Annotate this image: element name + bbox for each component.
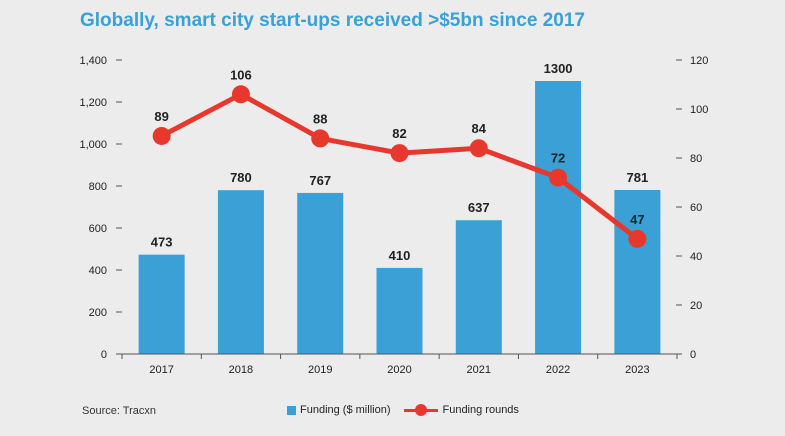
left-tick-label: 200: [89, 307, 107, 319]
bar-value-label: 767: [309, 173, 331, 188]
bar-2019: [297, 192, 344, 354]
bar-2017: [138, 254, 185, 354]
bar-2021: [455, 220, 502, 354]
x-tick-label: 2023: [625, 364, 649, 376]
line-point-2018: [231, 85, 250, 104]
right-y-axis: 0 20 40 60 80 100 120: [676, 55, 708, 361]
line-value-label: 88: [313, 111, 327, 126]
line-point-2020: [390, 144, 409, 163]
line-point-2019: [311, 129, 330, 148]
left-tick-label: 600: [89, 223, 107, 235]
chart-legend: Funding ($ million) Funding rounds: [287, 404, 533, 416]
bar-value-label: 637: [468, 200, 490, 215]
line-value-label: 89: [154, 109, 168, 124]
legend-line-label: Funding rounds: [442, 404, 519, 416]
bar-2022: [535, 81, 582, 354]
line-point-2023: [628, 229, 647, 248]
bar-value-label: 1300: [544, 61, 573, 76]
left-y-axis: 0 200 400 600 800 1,000 1,200 1,400: [79, 55, 122, 361]
legend-bar-swatch: [287, 405, 296, 415]
legend-line-swatch: [404, 404, 439, 416]
bar-value-label: 410: [389, 248, 411, 263]
left-tick-label: 800: [89, 181, 107, 193]
right-tick-label: 0: [690, 349, 696, 361]
right-tick-label: 100: [690, 104, 708, 116]
legend-item-funding: Funding ($ million): [287, 404, 390, 416]
x-tick-label: 2022: [546, 364, 570, 376]
line-point-2022: [549, 168, 568, 187]
bar-value-label: 780: [230, 170, 252, 185]
source-note: Source: Tracxn: [82, 405, 156, 417]
legend-bar-label: Funding ($ million): [300, 404, 391, 416]
left-tick-label: 1,200: [79, 97, 107, 109]
x-axis: [121, 353, 678, 359]
bar-2018: [217, 190, 264, 354]
x-tick-labels: 2017 2018 2019 2020 2021 2022 2023: [149, 364, 649, 376]
left-tick-label: 1,400: [79, 55, 107, 67]
x-tick-label: 2018: [229, 364, 253, 376]
bar-series: 473 780 767 410 637 1300 781: [138, 61, 661, 354]
x-tick-label: 2017: [149, 364, 173, 376]
bar-value-label: 473: [151, 235, 173, 250]
line-value-label: 47: [630, 212, 644, 227]
bar-2020: [376, 267, 423, 354]
right-tick-label: 20: [690, 300, 702, 312]
line-series: 89 106 88 82 84 72 47: [152, 67, 647, 248]
right-tick-label: 120: [690, 55, 708, 67]
x-tick-label: 2019: [308, 364, 332, 376]
x-tick-label: 2021: [467, 364, 491, 376]
left-tick-label: 0: [101, 349, 107, 361]
right-tick-label: 40: [690, 251, 702, 263]
left-tick-label: 1,000: [79, 139, 107, 151]
line-value-label: 82: [392, 126, 406, 141]
line-value-label: 72: [551, 151, 565, 166]
legend-item-rounds: Funding rounds: [404, 404, 519, 416]
bar-2023: [614, 189, 661, 354]
line-value-label: 106: [230, 67, 252, 82]
right-tick-label: 80: [690, 153, 702, 165]
line-point-2017: [152, 126, 171, 145]
left-tick-label: 400: [89, 265, 107, 277]
chart-title: Globally, smart city start-ups received …: [80, 10, 585, 31]
bar-value-label: 781: [627, 170, 649, 185]
right-tick-label: 60: [690, 202, 702, 214]
line-value-label: 84: [472, 121, 487, 136]
line-point-2021: [469, 139, 488, 158]
x-tick-label: 2020: [387, 364, 411, 376]
